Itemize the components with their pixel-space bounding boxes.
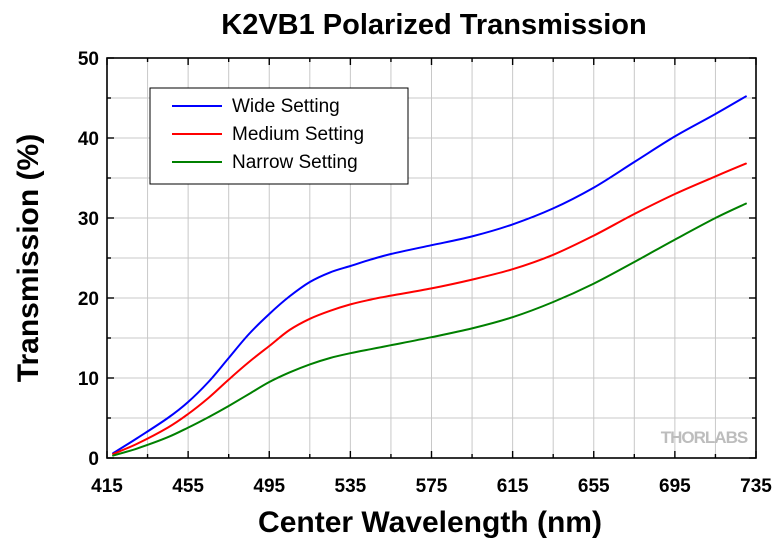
x-tick-label: 615 [497,476,529,497]
series-line-medium [112,162,747,455]
legend: Wide Setting Medium Setting Narrow Setti… [149,87,409,185]
thorlabs-watermark: THORLABS [661,428,748,447]
x-axis-title: Center Wavelength (nm) [258,506,602,539]
series-line-narrow [112,202,747,457]
x-tick-label: 655 [578,476,610,497]
y-tick-label: 30 [78,209,99,230]
x-tick-label: 695 [659,476,691,497]
x-tick-label: 535 [335,476,367,497]
series-lines [112,95,747,457]
y-axis-title: Transmission (%) [12,134,45,382]
x-tick-label: 415 [91,476,123,497]
y-tick-label: 40 [78,129,99,150]
y-tick-label: 10 [78,369,99,390]
series-line-wide [112,95,747,455]
x-tick-label: 575 [416,476,448,497]
x-tick-label: 455 [172,476,204,497]
chart-title: K2VB1 Polarized Transmission [221,9,646,41]
legend-box [149,87,409,185]
y-tick-label: 20 [78,289,99,310]
x-tick-label: 495 [253,476,285,497]
x-axis-tick-labels: 415 455 495 535 575 615 655 695 735 [91,476,772,497]
legend-label-medium: Medium Setting [232,124,364,145]
y-tick-label: 0 [88,449,99,470]
y-tick-label: 50 [78,49,99,70]
legend-label-narrow: Narrow Setting [232,152,358,173]
x-tick-label: 735 [740,476,772,497]
legend-label-wide: Wide Setting [232,96,340,117]
axis-ticks [106,57,757,459]
y-axis-tick-labels: 0 10 20 30 40 50 [78,49,99,470]
